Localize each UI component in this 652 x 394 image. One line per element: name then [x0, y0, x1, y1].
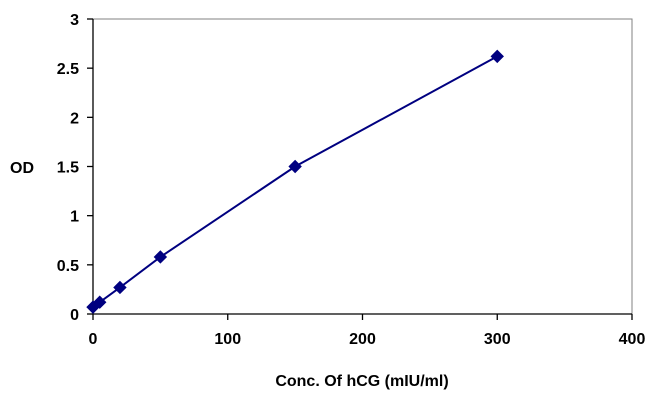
y-tick-label: 2.5: [57, 61, 79, 78]
y-axis-ticks: 0 0.5 1 1.5 2 2.5 3: [57, 12, 93, 324]
plot-area: [92, 18, 633, 315]
data-point-marker: [93, 295, 107, 309]
x-axis-ticks: 0 100 200 300 400: [89, 314, 646, 348]
x-tick-label: 0: [89, 331, 98, 348]
y-tick-label: 2: [70, 110, 79, 127]
y-axis-title: OD: [10, 160, 34, 177]
x-tick-label: 100: [214, 331, 241, 348]
x-tick-label: 300: [484, 331, 511, 348]
x-tick-label: 400: [619, 331, 646, 348]
x-axis-title: Conc. Of hCG (mIU/ml): [275, 373, 448, 390]
data-point-marker: [490, 49, 504, 64]
y-tick-label: 3: [70, 12, 79, 29]
data-series: [86, 49, 504, 314]
data-point-marker: [288, 159, 302, 174]
y-tick-label: 1.5: [57, 160, 79, 177]
data-point-marker: [153, 250, 168, 264]
data-point-marker: [113, 280, 127, 295]
y-tick-label: 0: [70, 307, 79, 324]
y-tick-label: 0.5: [57, 258, 79, 275]
x-tick-label: 200: [349, 331, 376, 348]
y-tick-label: 1: [70, 209, 79, 226]
